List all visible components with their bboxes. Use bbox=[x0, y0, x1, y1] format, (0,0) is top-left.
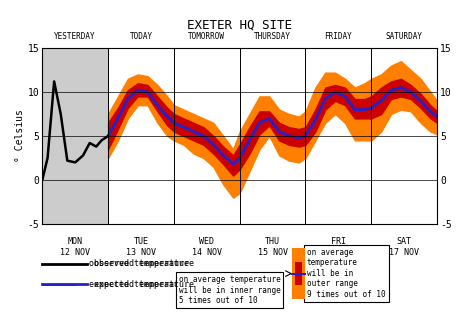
Text: FRIDAY: FRIDAY bbox=[324, 32, 352, 41]
Bar bbox=[42, 48, 108, 224]
Text: observed temperature: observed temperature bbox=[94, 260, 194, 268]
Text: TODAY: TODAY bbox=[129, 32, 153, 41]
Text: expected temperature: expected temperature bbox=[94, 280, 194, 289]
Text: THURSDAY: THURSDAY bbox=[254, 32, 291, 41]
Text: expected temperature: expected temperature bbox=[89, 280, 189, 289]
Text: THU
15 NOV: THU 15 NOV bbox=[258, 237, 288, 257]
Text: SAT
17 NOV: SAT 17 NOV bbox=[389, 237, 419, 257]
Bar bbox=[295, 262, 302, 285]
Y-axis label: ° Celsius: ° Celsius bbox=[15, 109, 25, 163]
Text: on average
temperature
will be in
outer range
9 times out of 10: on average temperature will be in outer … bbox=[307, 248, 385, 299]
Text: TUE
13 NOV: TUE 13 NOV bbox=[126, 237, 156, 257]
Text: WED
14 NOV: WED 14 NOV bbox=[192, 237, 222, 257]
Bar bbox=[292, 248, 305, 299]
Text: SATURDAY: SATURDAY bbox=[386, 32, 423, 41]
Text: ─────: ───── bbox=[42, 259, 76, 269]
Text: TOMORROW: TOMORROW bbox=[188, 32, 225, 41]
Text: observed temperature: observed temperature bbox=[89, 260, 189, 268]
Text: FRI
16 NOV: FRI 16 NOV bbox=[323, 237, 353, 257]
Text: ─────: ───── bbox=[42, 280, 76, 290]
Text: on average temperature
will be in inner range
5 times out of 10: on average temperature will be in inner … bbox=[179, 275, 280, 305]
Text: MON
12 NOV: MON 12 NOV bbox=[60, 237, 90, 257]
Title: EXETER HQ SITE: EXETER HQ SITE bbox=[187, 19, 292, 32]
Text: YESTERDAY: YESTERDAY bbox=[55, 32, 96, 41]
